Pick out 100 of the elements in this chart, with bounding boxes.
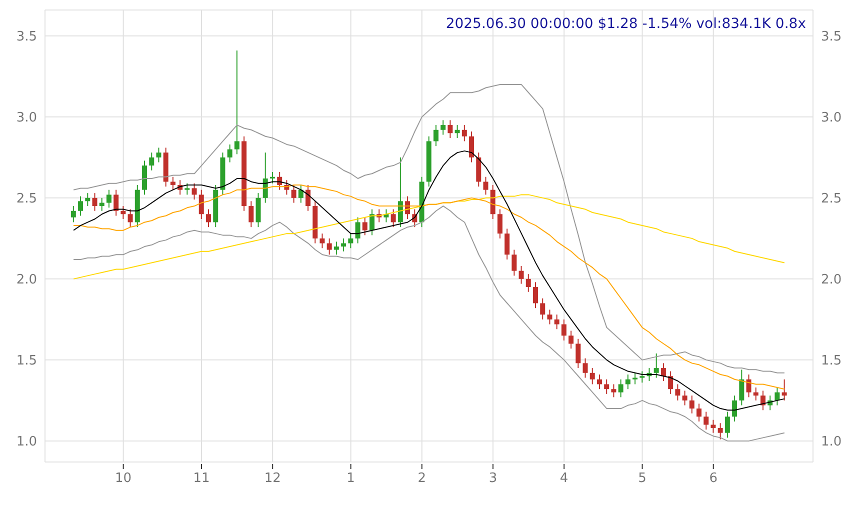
candlestick bbox=[753, 386, 758, 401]
candlestick bbox=[518, 265, 524, 284]
line-series bbox=[73, 206, 785, 442]
candlestick bbox=[632, 372, 638, 385]
candlestick bbox=[362, 216, 368, 236]
candlestick bbox=[170, 176, 176, 190]
x-tick-label: 5 bbox=[638, 471, 646, 486]
candlestick bbox=[270, 172, 275, 184]
x-tick-label: 4 bbox=[560, 471, 568, 486]
candlestick bbox=[668, 370, 674, 394]
candlestick bbox=[576, 338, 581, 369]
x-tick-label: 1 bbox=[346, 471, 355, 486]
candlestick bbox=[724, 411, 730, 438]
candlestick bbox=[540, 298, 546, 320]
candlestick bbox=[512, 249, 517, 276]
candlestick bbox=[739, 369, 744, 406]
candlestick bbox=[654, 352, 659, 378]
candlestick bbox=[533, 282, 538, 309]
candlestick bbox=[469, 131, 474, 163]
candlestick bbox=[640, 370, 645, 384]
candlestick bbox=[156, 147, 162, 163]
candlestick bbox=[526, 274, 531, 292]
candlestick bbox=[611, 384, 616, 398]
candlestick bbox=[184, 182, 190, 196]
candlestick bbox=[355, 216, 360, 244]
candlestick bbox=[306, 184, 311, 212]
candlestick bbox=[440, 120, 446, 136]
candlestick bbox=[248, 200, 254, 228]
candlestick bbox=[682, 390, 688, 406]
candlestick bbox=[106, 189, 112, 208]
candlestick bbox=[547, 309, 552, 325]
candlestick bbox=[120, 206, 126, 220]
candlestick bbox=[298, 184, 304, 204]
y-tick-label: 1.0 bbox=[16, 434, 37, 450]
y2-tick-label: 1.5 bbox=[821, 354, 842, 369]
candlestick bbox=[746, 374, 752, 398]
candlestick bbox=[334, 241, 339, 256]
candlestick bbox=[760, 390, 766, 411]
candlestick bbox=[625, 374, 630, 390]
candlestick bbox=[590, 368, 595, 385]
candlestick bbox=[227, 144, 232, 163]
y-tick-label: 2.0 bbox=[16, 272, 37, 288]
candlestick bbox=[675, 384, 680, 401]
candlestick bbox=[92, 192, 98, 212]
candlestick bbox=[454, 124, 460, 138]
candlestick bbox=[433, 124, 438, 147]
candlestick bbox=[234, 50, 240, 155]
candlestick bbox=[704, 411, 709, 430]
candlestick bbox=[192, 182, 197, 200]
line-series bbox=[73, 194, 785, 280]
y-tick-label: 1.5 bbox=[16, 354, 37, 369]
candlestick bbox=[320, 233, 325, 249]
candlestick bbox=[78, 196, 84, 216]
candlestick bbox=[732, 395, 738, 422]
candlestick bbox=[696, 403, 702, 422]
candlestick bbox=[390, 208, 396, 228]
candlestick bbox=[114, 189, 119, 216]
y2-tick-label: 2.5 bbox=[821, 192, 842, 207]
x-tick-label: 12 bbox=[264, 471, 281, 486]
candlestick bbox=[782, 378, 787, 401]
candlestick bbox=[660, 362, 666, 382]
candlestick bbox=[128, 208, 133, 228]
candlestick bbox=[718, 422, 723, 440]
candlestick bbox=[206, 208, 211, 228]
y2-tick-label: 2.0 bbox=[821, 272, 842, 288]
x-tick-label: 10 bbox=[115, 471, 132, 486]
candlestick bbox=[604, 378, 610, 394]
candlestick bbox=[398, 156, 403, 228]
y2-tick-label: 1.0 bbox=[821, 434, 842, 450]
candlestick bbox=[497, 208, 502, 239]
candlestick bbox=[561, 318, 566, 341]
y2-tick-label: 3.5 bbox=[821, 30, 842, 45]
candlestick bbox=[582, 358, 588, 378]
y-tick-label: 3.5 bbox=[16, 30, 37, 45]
candlestick bbox=[326, 238, 332, 256]
candlestick bbox=[70, 206, 76, 223]
x-tick-label: 2 bbox=[418, 471, 426, 486]
candlestick bbox=[85, 192, 90, 207]
candlestick bbox=[483, 176, 488, 196]
candlestick bbox=[462, 124, 467, 142]
candlestick bbox=[774, 386, 780, 406]
candlestick bbox=[448, 120, 453, 138]
y-tick-label: 2.5 bbox=[16, 192, 37, 207]
candlestick bbox=[198, 189, 204, 220]
candlestick bbox=[568, 330, 574, 350]
candlestick bbox=[149, 152, 154, 171]
line-series bbox=[73, 84, 785, 374]
candlestick bbox=[596, 374, 602, 390]
candlestick bbox=[369, 208, 374, 236]
candlestick bbox=[291, 184, 296, 204]
candlestick bbox=[689, 395, 694, 414]
y-tick-label: 3.0 bbox=[16, 110, 37, 126]
y2-tick-label: 3.0 bbox=[821, 110, 842, 126]
candlestick bbox=[710, 419, 716, 434]
x-tick-label: 3 bbox=[488, 471, 498, 486]
x-tick-label: 6 bbox=[709, 471, 718, 486]
candlestick bbox=[341, 238, 346, 252]
candlestick bbox=[348, 233, 354, 249]
x-tick-label: 11 bbox=[193, 471, 210, 486]
candlestick bbox=[99, 197, 104, 212]
